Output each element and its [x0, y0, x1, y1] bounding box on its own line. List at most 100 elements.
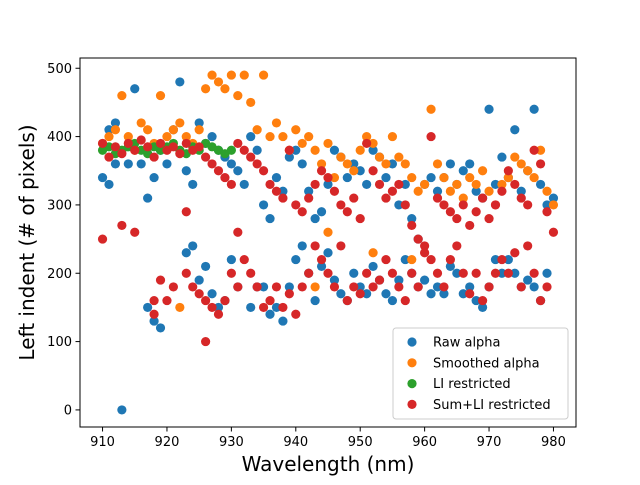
series-3-point-119 [420, 241, 430, 251]
legend-label-3: Sum+LI restricted [433, 398, 551, 413]
series-0-point-1 [104, 179, 114, 190]
x-tick-label-0: 910 [90, 435, 115, 450]
series-3-point-21 [213, 166, 224, 176]
series-0-point-48 [394, 200, 404, 210]
x-tick-label-6: 970 [477, 435, 502, 450]
series-1-point-42 [368, 138, 378, 149]
series-3-point-51 [407, 220, 417, 231]
series-0-point-75 [155, 323, 166, 333]
series-3-point-100 [297, 282, 307, 292]
series-0-point-15 [181, 166, 191, 176]
series-3-point-45 [368, 166, 378, 176]
series-3-point-14 [168, 142, 178, 152]
series-0-point-108 [394, 275, 404, 285]
series-3-point-3 [97, 138, 108, 149]
series-0-point-63 [490, 179, 501, 190]
series-0-point-38 [329, 145, 340, 155]
series-3-point-37 [316, 166, 327, 176]
series-3-point-38 [323, 172, 333, 183]
series-1-point-6 [136, 118, 146, 128]
series-0-point-29 [271, 172, 282, 183]
series-1-point-1 [104, 131, 114, 142]
series-0-point-53 [426, 172, 436, 183]
series-3-point-77 [162, 295, 172, 306]
series-1-point-38 [342, 159, 352, 169]
series-3-point-116 [400, 295, 410, 306]
series-3-point-87 [220, 295, 230, 306]
series-3-point-88 [226, 268, 236, 278]
series-3-point-36 [310, 179, 320, 190]
series-1-point-9 [155, 90, 166, 101]
series-1-point-12 [175, 118, 185, 128]
series-3-point-101 [304, 268, 314, 278]
series-0-point-92 [291, 254, 301, 265]
series-1-point-67 [529, 172, 539, 183]
legend-label-1: Smoothed alpha [433, 356, 540, 371]
series-3-point-135 [523, 241, 533, 251]
series-1-point-20 [226, 70, 236, 80]
series-1-point-7 [143, 125, 153, 135]
series-0-point-126 [510, 268, 520, 278]
series-0-point-90 [278, 316, 288, 326]
series-0-point-3 [110, 159, 121, 169]
series-0-point-77 [188, 241, 198, 251]
series-0-point-26 [252, 145, 262, 155]
series-1-point-59 [478, 166, 488, 176]
series-0-point-71 [542, 200, 552, 210]
series-3-point-0 [97, 234, 108, 244]
series-0-point-32 [291, 145, 301, 155]
series-0-point-54 [432, 186, 443, 196]
series-1-point-50 [420, 179, 430, 190]
series-3-point-103 [316, 254, 327, 265]
series-3-point-124 [452, 241, 462, 251]
series-1-point-17 [207, 70, 217, 80]
series-3-point-34 [297, 207, 307, 217]
series-3-point-20 [207, 159, 217, 169]
series-3-point-72 [542, 207, 552, 217]
series-1-point-46 [394, 152, 404, 162]
series-0-point-112 [420, 275, 430, 285]
series-3-point-127 [471, 268, 481, 278]
series-0-point-87 [258, 282, 269, 292]
series-0-point-42 [355, 166, 365, 176]
series-0-point-97 [323, 248, 333, 258]
series-3-point-115 [394, 282, 404, 292]
series-3-point-55 [432, 193, 443, 203]
series-3-point-50 [400, 200, 410, 210]
series-0-point-78 [194, 275, 204, 285]
series-3-point-4 [104, 152, 114, 162]
series-3-point-92 [246, 268, 256, 278]
plot-frame [79, 57, 577, 428]
series-0-point-79 [201, 261, 211, 272]
y-tick-label-0: 0 [64, 403, 72, 418]
series-1-point-3 [117, 90, 127, 101]
series-0-point-37 [323, 179, 333, 190]
series-0-point-62 [484, 104, 494, 114]
series-3-point-130 [490, 268, 501, 278]
series-3-point-102 [310, 241, 320, 251]
series-1-point-52 [432, 159, 443, 169]
series-3-point-52 [413, 234, 423, 244]
series-0-point-66 [510, 125, 520, 135]
series-3-point-117 [407, 268, 417, 278]
series-0-point-69 [529, 104, 539, 114]
series-1-point-15 [194, 125, 204, 135]
series-3-point-118 [413, 282, 423, 292]
series-1-point-24 [252, 125, 262, 135]
series-1-point-35 [323, 138, 333, 149]
series-0-point-9 [143, 193, 153, 203]
series-0-point-22 [226, 159, 236, 169]
series-1-point-47 [400, 159, 410, 169]
series-0-point-33 [297, 159, 307, 169]
series-3-point-58 [452, 213, 462, 224]
series-3-point-126 [465, 289, 475, 299]
series-3-point-61 [471, 207, 481, 217]
series-3-point-19 [201, 152, 211, 162]
series-3-point-128 [478, 295, 488, 306]
series-1-point-69 [542, 186, 552, 196]
series-3-point-46 [374, 179, 385, 190]
series-1-point-26 [265, 131, 275, 142]
series-3-point-56 [439, 200, 449, 210]
series-1-point-41 [362, 131, 372, 142]
